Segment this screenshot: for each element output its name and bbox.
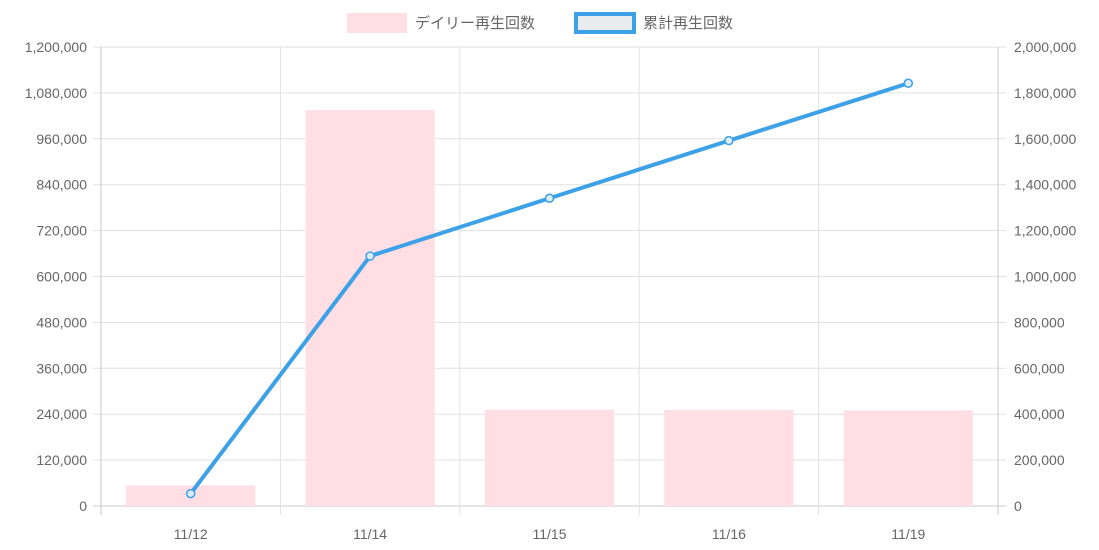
legend-label-cumulative[interactable]: 累計再生回数 — [643, 15, 733, 32]
line-point[interactable] — [724, 135, 734, 146]
y-right-tick-label: 1,600,000 — [1014, 131, 1076, 147]
line-point[interactable] — [365, 251, 375, 261]
bar[interactable] — [843, 410, 973, 506]
legend-label-daily[interactable]: デイリー再生回数 — [415, 14, 535, 32]
y-left-tick-label: 1,200,000 — [25, 39, 87, 55]
y-left-tick-label: 120,000 — [36, 452, 87, 468]
y-right-tick-label: 600,000 — [1014, 360, 1065, 376]
legend-swatch-cumulative[interactable] — [574, 12, 636, 34]
y-right-tick-label: 400,000 — [1014, 406, 1065, 422]
y-left-tick-label: 360,000 — [36, 360, 87, 376]
y-left-tick-label: 960,000 — [36, 131, 87, 147]
line-point[interactable] — [185, 488, 196, 499]
y-right-tick-label: 800,000 — [1014, 314, 1065, 330]
line-point[interactable] — [903, 78, 914, 89]
bar[interactable] — [664, 409, 794, 506]
y-left-tick-label: 240,000 — [36, 406, 87, 422]
y-left-tick-label: 1,080,000 — [25, 85, 87, 101]
y-right-tick-label: 0 — [1014, 498, 1022, 514]
axes: 0 120,000 240,000 360,000 480,000 600,000 720,… — [25, 39, 1077, 542]
y-left-tick-label: 0 — [79, 498, 87, 514]
y-left-tick-label: 600,000 — [36, 269, 87, 285]
legend[interactable]: デイリー再生回数 累計再生回数 — [347, 12, 733, 34]
y-right-tick-label: 1,200,000 — [1014, 223, 1076, 239]
y-right-tick-label: 200,000 — [1014, 452, 1065, 468]
y-left-tick-label: 480,000 — [36, 314, 87, 330]
y-right-tick-label: 1,400,000 — [1014, 177, 1076, 193]
x-tick-label: 11/12 — [174, 526, 208, 542]
x-tick-label: 11/19 — [891, 526, 925, 542]
y-right-tick-label: 2,000,000 — [1014, 39, 1076, 55]
y-right-tick-label: 1,000,000 — [1014, 269, 1076, 285]
bar[interactable] — [484, 409, 615, 506]
grid — [93, 46, 1006, 515]
x-tick-label: 11/15 — [533, 526, 567, 542]
line-point[interactable] — [544, 193, 555, 203]
legend-swatch-daily[interactable] — [347, 13, 407, 33]
bar-series — [126, 110, 973, 507]
line-series — [185, 78, 914, 499]
x-tick-label: 11/16 — [712, 526, 746, 542]
y-right-tick-label: 1,800,000 — [1014, 85, 1076, 101]
y-left-tick-label: 720,000 — [36, 223, 87, 239]
x-tick-label: 11/14 — [353, 526, 387, 542]
y-left-tick-label: 840,000 — [36, 177, 87, 193]
bar[interactable] — [305, 110, 435, 507]
